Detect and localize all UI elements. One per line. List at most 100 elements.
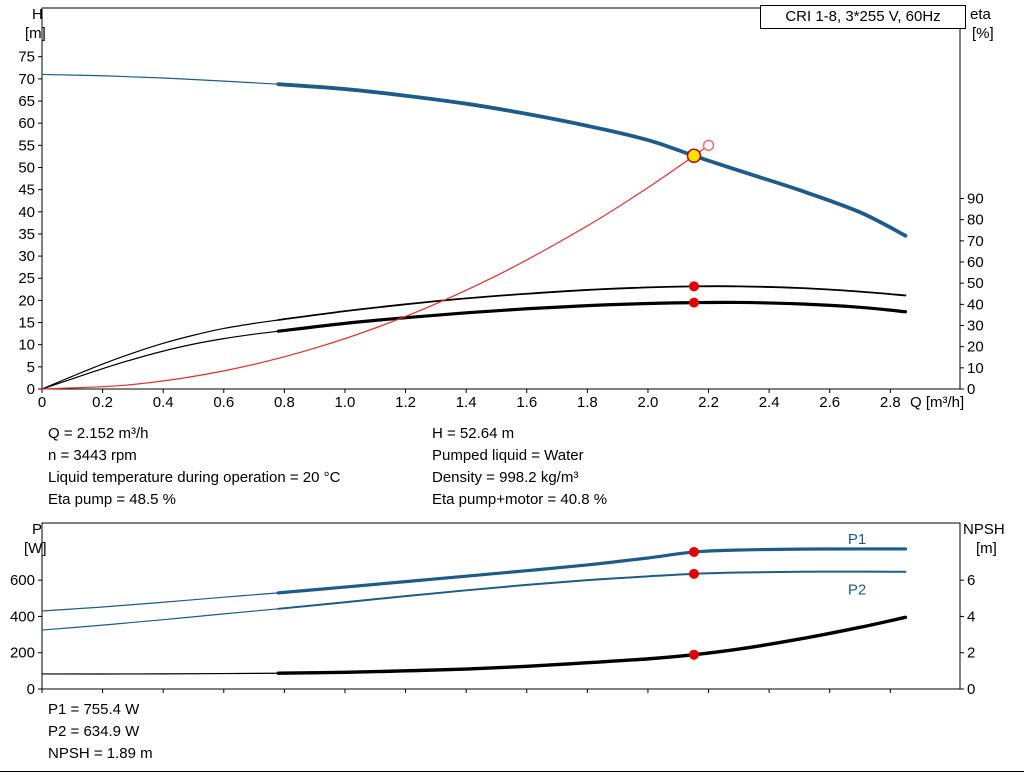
requested-duty-marker	[702, 139, 715, 152]
left-tick-label: 75	[18, 49, 35, 66]
p1-curve	[41, 592, 279, 612]
x-tick-label: 1.2	[395, 394, 416, 411]
footer-rule	[0, 771, 1024, 772]
right-tick-label: 80	[967, 212, 984, 229]
left-tick-label: 600	[10, 572, 35, 589]
qh-eta-chart: 0 0.2 0.4 0.6 0.8 1.0 1.2 1.4 1.6 1.8 2.0 2.2 2.4 2.6…	[18, 7, 984, 411]
p-axis-title: P	[32, 521, 43, 538]
p1-marker	[688, 546, 699, 557]
right-tick-label: 60	[967, 254, 984, 271]
x-tick-label: 1.4	[456, 394, 477, 411]
right-tick-label: 30	[967, 318, 984, 335]
info-q-value: Q = 2.152 m³/h	[48, 425, 149, 442]
left-tick-label: 40	[18, 204, 35, 221]
x-tick-label: 0.2	[92, 394, 113, 411]
eta-pump-marker	[688, 281, 699, 292]
info-liquid-temp: Liquid temperature during operation = 20…	[48, 469, 341, 486]
left-tick-label: 0	[27, 381, 35, 398]
eta-pump-motor-curve	[41, 330, 279, 390]
series-label-p1: P1	[848, 531, 866, 548]
x-tick-label: 1.6	[516, 394, 537, 411]
x-tick-label: 2.8	[880, 394, 901, 411]
h-curve	[41, 73, 279, 85]
power-npsh-chart: 0 200 400 600 0 2 4 6 P1 P2	[10, 522, 975, 698]
right-tick-label: 20	[967, 339, 984, 356]
left-tick-label: 20	[18, 292, 35, 309]
power-info-panel: P1 = 755.4 W P2 = 634.9 W NPSH = 1.89 m	[48, 699, 153, 765]
info-eta-pump: Eta pump = 48.5 %	[48, 491, 176, 508]
info-p1-value: P1 = 755.4 W	[48, 701, 140, 718]
h-curve	[276, 82, 908, 238]
left-tick-label: 55	[18, 137, 35, 154]
p2-curve	[41, 608, 279, 631]
info-speed-value: n = 3443 rpm	[48, 447, 137, 464]
left-tick-label: 200	[10, 645, 35, 662]
left-tick-label: 70	[18, 71, 35, 88]
info-pumped-liquid: Pumped liquid = Water	[432, 447, 584, 464]
h-axis-title: H	[32, 6, 43, 23]
right-tick-label: 40	[967, 296, 984, 313]
eta-pump-motor-marker	[688, 297, 699, 308]
info-h-value: H = 52.64 m	[432, 425, 515, 442]
info-npsh-value: NPSH = 1.89 m	[48, 745, 153, 762]
left-tick-label: 15	[18, 315, 35, 332]
x-tick-label: 1.8	[577, 394, 598, 411]
left-tick-label: 45	[18, 182, 35, 199]
right-tick-label: 2	[967, 645, 975, 662]
x-tick-label: 2.0	[638, 394, 659, 411]
npsh-axis-unit: [m]	[976, 540, 997, 557]
x-tick-label: 0.8	[274, 394, 295, 411]
eta-axis-title: eta	[970, 6, 991, 23]
x-tick-label: 0.4	[153, 394, 174, 411]
right-tick-label: 0	[967, 381, 975, 398]
left-tick-label: 35	[18, 226, 35, 243]
eta-pump-curve	[41, 319, 279, 390]
right-tick-label: 4	[967, 608, 975, 625]
npsh-marker	[688, 649, 699, 660]
plot-frame	[41, 7, 961, 390]
npsh-curve	[41, 672, 279, 675]
eta-pump-motor-curve	[276, 300, 908, 333]
pump-title-box: CRI 1-8, 3*255 V, 60Hz	[760, 5, 966, 29]
eta-pump-curve	[277, 285, 907, 321]
right-tick-label: 50	[967, 275, 984, 292]
x-tick-label: 2.6	[819, 394, 840, 411]
left-tick-label: 400	[10, 608, 35, 625]
x-tick-label: 0.6	[213, 394, 234, 411]
left-tick-label: 0	[27, 681, 35, 698]
left-tick-label: 25	[18, 270, 35, 287]
duty-info-left: Q = 2.152 m³/h n = 3443 rpm Liquid tempe…	[48, 423, 340, 511]
left-tick-label: 50	[18, 159, 35, 176]
x-tick-label: 2.2	[698, 394, 719, 411]
left-tick-label: 60	[18, 115, 35, 132]
right-tick-label: 90	[967, 191, 984, 208]
duty-info-right: H = 52.64 m Pumped liquid = Water Densit…	[432, 423, 607, 511]
info-density: Density = 998.2 kg/m³	[432, 469, 579, 486]
right-tick-label: 0	[967, 681, 975, 698]
p2-curve	[277, 570, 907, 610]
x-tick-label: 1.0	[335, 394, 356, 411]
right-tick-label: 70	[967, 233, 984, 250]
p2-marker	[688, 568, 699, 579]
info-eta-pump-motor: Eta pump+motor = 40.8 %	[432, 491, 608, 508]
p1-curve	[276, 547, 908, 595]
npsh-axis-title: NPSH	[963, 521, 1005, 538]
info-p2-value: P2 = 634.9 W	[48, 723, 140, 740]
npsh-curve	[276, 615, 908, 675]
left-tick-label: 30	[18, 248, 35, 265]
x-axis-label: Q [m³/h]	[910, 394, 964, 411]
duty-point-marker	[686, 148, 702, 164]
left-tick-label: 65	[18, 93, 35, 110]
eta-axis-unit: [%]	[972, 25, 994, 42]
h-axis-unit: [m]	[25, 25, 46, 42]
x-tick-label: 2.4	[759, 394, 780, 411]
right-tick-label: 6	[967, 572, 975, 589]
right-tick-label: 10	[967, 360, 984, 377]
series-label-p2: P2	[848, 582, 866, 599]
left-tick-label: 10	[18, 337, 35, 354]
p-axis-unit: [W]	[24, 540, 47, 557]
left-tick-label: 5	[27, 359, 35, 376]
x-tick-label: 0	[38, 394, 46, 411]
system-curve	[41, 144, 710, 390]
